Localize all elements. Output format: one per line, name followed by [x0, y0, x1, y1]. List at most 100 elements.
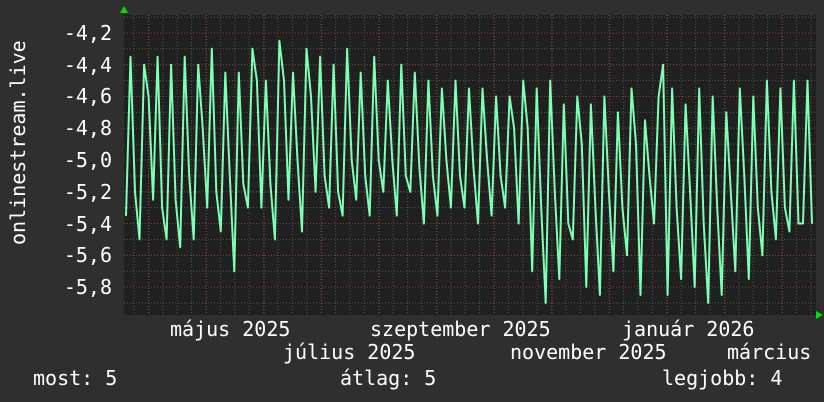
data-point: [220, 230, 222, 233]
data-point: [287, 199, 290, 201]
data-point: [206, 207, 208, 209]
data-point: [396, 214, 398, 217]
data-point: [549, 79, 551, 82]
data-point: [441, 87, 443, 90]
data-point: [184, 56, 186, 58]
data-point: [400, 64, 402, 66]
data-point: [676, 207, 678, 209]
data-point: [752, 95, 754, 98]
data-point: [707, 302, 709, 304]
data-point: [197, 64, 199, 66]
data-point: [585, 286, 587, 288]
data-point: [323, 175, 326, 177]
data-point: [563, 103, 565, 106]
data-point: [630, 87, 633, 90]
data-point: [265, 79, 267, 82]
data-point: [445, 159, 448, 161]
data-point: [378, 159, 380, 161]
data-point: [125, 214, 127, 217]
data-point: [639, 294, 642, 296]
data-point: [509, 95, 511, 98]
y-tick-label: -5,8: [63, 275, 112, 300]
data-point: [540, 207, 542, 209]
best-value: legjobb: 4: [662, 366, 783, 390]
data-point: [680, 278, 682, 280]
data-point: [215, 191, 217, 193]
y-axis-arrow-icon: [120, 6, 128, 13]
data-point: [657, 95, 660, 98]
data-point: [463, 207, 466, 209]
y-tick-label: -5,0: [63, 147, 112, 172]
data-point: [499, 175, 502, 177]
data-point: [459, 175, 461, 177]
data-point: [138, 238, 141, 241]
data-point: [314, 191, 317, 193]
data-point: [242, 183, 244, 185]
data-point: [229, 175, 231, 177]
data-point: [134, 191, 136, 193]
data-point: [301, 230, 303, 233]
data-point: [283, 79, 285, 82]
data-point: [129, 56, 132, 58]
data-point: [666, 294, 669, 296]
data-point: [319, 56, 321, 58]
data-point: [513, 127, 515, 129]
data-point: [644, 119, 646, 121]
data-point: [594, 207, 596, 209]
data-point: [743, 175, 745, 177]
data-point: [224, 72, 226, 74]
data-point: [590, 103, 592, 106]
data-point: [481, 87, 484, 90]
y-tick-label: -5,4: [63, 211, 112, 236]
data-point: [351, 159, 353, 161]
average-value: átlag: 5: [340, 366, 437, 390]
data-point: [671, 87, 673, 90]
data-point: [418, 167, 420, 169]
data-point: [414, 72, 416, 74]
data-point: [486, 159, 488, 161]
data-point: [806, 79, 809, 82]
data-point: [495, 95, 497, 98]
data-point: [648, 175, 651, 177]
data-point: [423, 222, 425, 225]
data-point: [599, 294, 601, 296]
data-point: [260, 207, 262, 209]
data-point: [337, 191, 339, 193]
data-point: [617, 111, 619, 113]
x-tick-label: szeptember 2025: [370, 317, 551, 341]
data-point: [757, 207, 759, 209]
data-point: [391, 159, 393, 161]
data-point: [685, 103, 687, 106]
data-point: [454, 79, 457, 82]
data-point: [694, 286, 696, 288]
data-point: [797, 222, 800, 225]
data-point: [156, 56, 159, 58]
data-point: [432, 175, 434, 177]
data-point: [527, 127, 529, 129]
data-point: [468, 87, 470, 90]
data-point: [269, 183, 272, 185]
x-tick-label: március: [727, 340, 812, 364]
data-point: [409, 191, 411, 193]
data-point: [775, 238, 777, 241]
data-point: [292, 72, 294, 74]
data-point: [703, 222, 705, 225]
x-tick-label: november 2025: [510, 340, 667, 364]
x-tick-label: július 2025: [283, 340, 416, 364]
data-point: [536, 87, 538, 90]
data-point: [211, 48, 213, 50]
data-point: [233, 270, 235, 272]
data-point: [387, 79, 389, 82]
x-tick-label: január 2026: [622, 317, 755, 341]
y-tick-label: -4,2: [63, 20, 112, 45]
data-point: [193, 238, 195, 241]
data-point: [305, 48, 308, 50]
y-tick-label: -4,4: [63, 52, 112, 77]
data-point: [576, 95, 578, 98]
data-point: [716, 207, 718, 209]
data-point: [274, 238, 276, 241]
y-axis-title: onlinestream.live: [6, 40, 30, 245]
data-point: [342, 214, 344, 217]
data-point: [635, 143, 637, 145]
